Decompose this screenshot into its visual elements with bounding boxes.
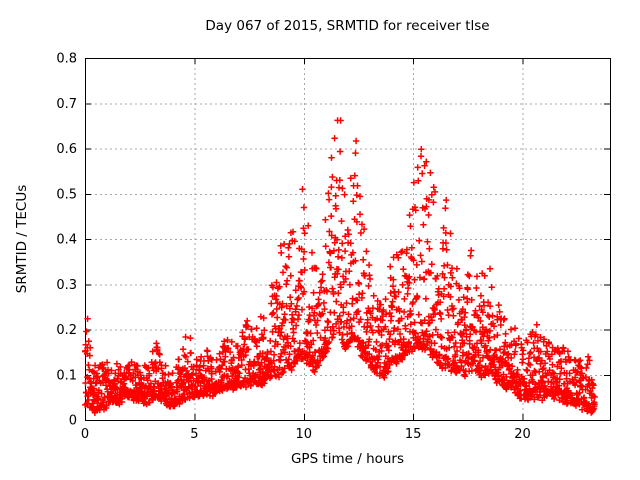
- svg-text:10: 10: [295, 427, 312, 442]
- svg-text:0: 0: [69, 414, 77, 429]
- svg-text:0.6: 0.6: [56, 142, 77, 157]
- svg-text:0.4: 0.4: [56, 233, 77, 248]
- plot-frame: [85, 58, 611, 421]
- svg-text:0.1: 0.1: [56, 368, 77, 383]
- data-points: [82, 117, 598, 416]
- svg-text:0.8: 0.8: [56, 52, 77, 67]
- y-tick-labels: 0 0.1 0.2 0.3 0.4 0.5 0.6 0.7 0.8: [56, 52, 77, 429]
- y-axis-label: SRMTID / TECUs: [14, 184, 30, 294]
- svg-text:0: 0: [81, 427, 89, 442]
- svg-text:0.7: 0.7: [56, 97, 77, 112]
- svg-text:0.2: 0.2: [56, 323, 77, 338]
- svg-text:20: 20: [514, 427, 531, 442]
- svg-text:0.3: 0.3: [56, 278, 77, 293]
- svg-text:0.5: 0.5: [56, 187, 77, 202]
- x-tick-labels: 0 5 10 15 20: [81, 427, 531, 442]
- chart-title: Day 067 of 2015, SRMTID for receiver tls…: [205, 18, 490, 34]
- x-axis-label: GPS time / hours: [290, 451, 405, 467]
- svg-text:5: 5: [190, 427, 198, 442]
- svg-text:15: 15: [405, 427, 422, 442]
